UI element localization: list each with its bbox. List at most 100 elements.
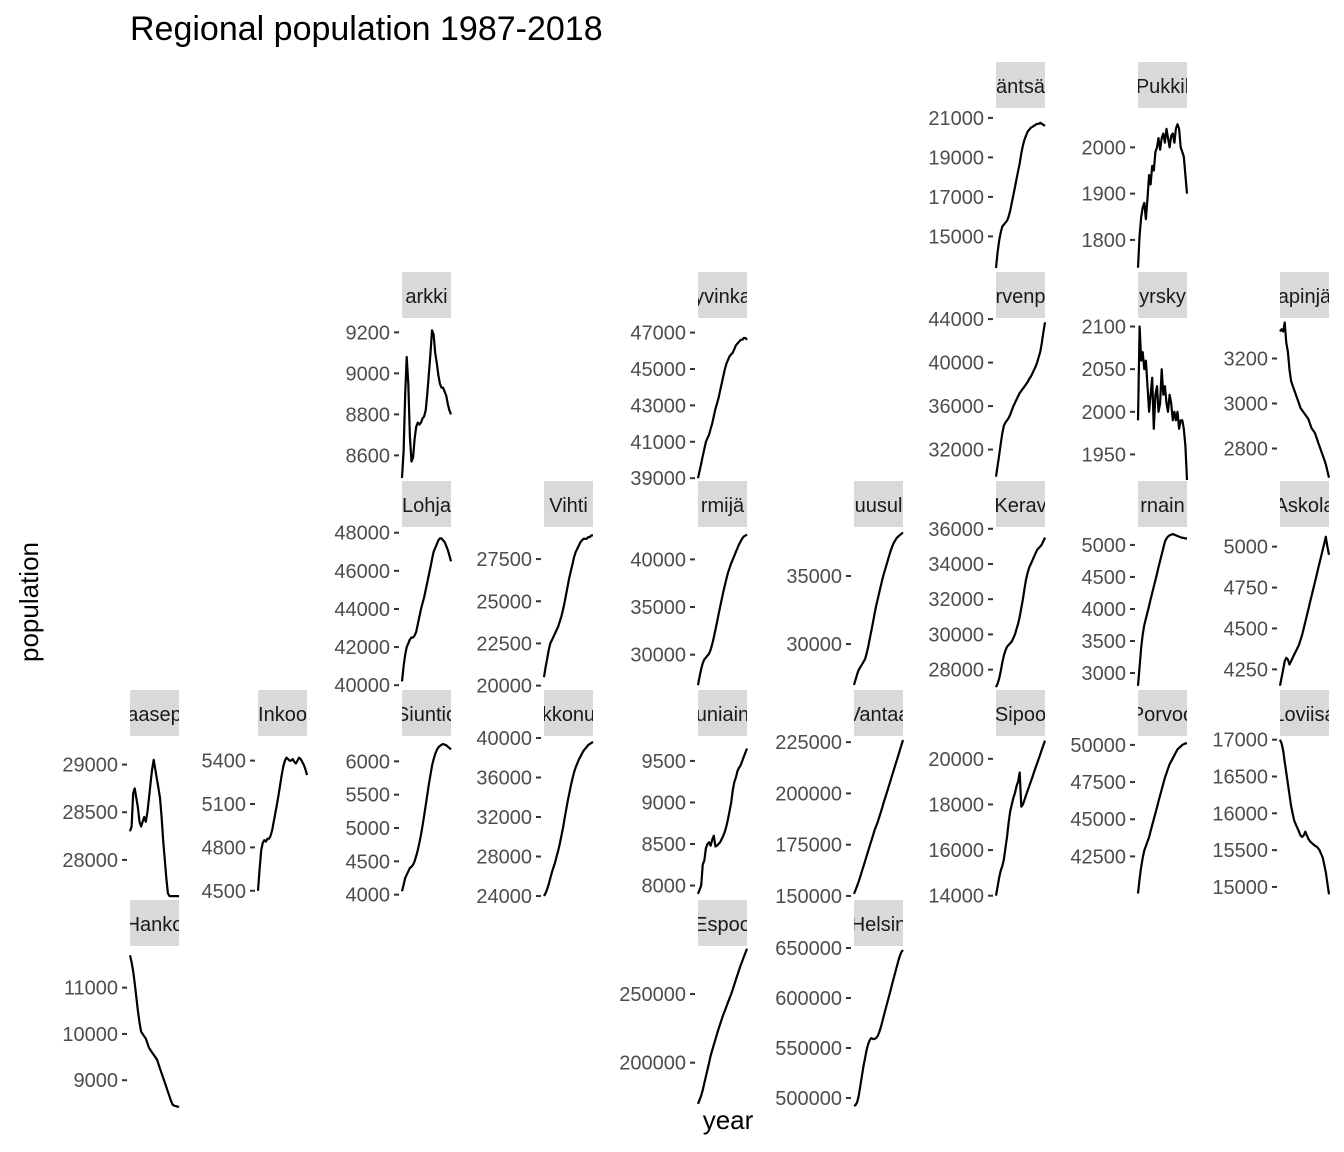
y-tick-label: 20000	[928, 749, 984, 771]
facet-porvoo: Porvoo 42500 45000 47500 50000	[1070, 690, 1187, 894]
facet-sipoo: Sipoo 14000 16000 18000 20000	[928, 690, 1047, 908]
facet-strip-label: rmijä	[701, 495, 745, 517]
facet-strip-label: Espoo	[694, 914, 751, 936]
y-tick-label: 43000	[630, 395, 686, 417]
y-tick-label: 34000	[928, 554, 984, 576]
y-tick-label: 8500	[642, 834, 687, 856]
y-tick-label: 15500	[1212, 840, 1268, 862]
y-tick-label: 600000	[775, 988, 842, 1010]
facet-strip	[1138, 272, 1187, 318]
y-tick-label: 50000	[1070, 735, 1126, 757]
facet-strip	[1138, 690, 1187, 736]
population-line	[1278, 739, 1331, 895]
y-tick-label: 2100	[1082, 317, 1127, 339]
y-tick-label: 16000	[1212, 803, 1268, 825]
facet-strip	[996, 690, 1045, 736]
population-line	[543, 740, 594, 897]
y-tick-label: 650000	[775, 938, 842, 960]
population-line	[1136, 123, 1189, 268]
facet-lapinjarvi: apinjä 2800 3000 3200	[1224, 272, 1331, 479]
y-tick-label: 4750	[1224, 578, 1269, 600]
y-tick-label: 44000	[928, 309, 984, 331]
x-axis-title: year	[703, 1105, 754, 1135]
y-tick-label: 4800	[202, 837, 247, 859]
facet-strip-label: Helsin	[851, 914, 907, 936]
y-tick-label: 8800	[346, 404, 391, 426]
facet-siuntio: Siuntio 4000 4500 5000 5500 6000	[346, 690, 457, 907]
y-tick-label: 32000	[928, 440, 984, 462]
facet-strip-label: uniain	[696, 704, 749, 726]
y-tick-label: 16500	[1212, 767, 1268, 789]
facet-strip-label: kkonu	[542, 704, 595, 726]
y-tick-label: 9500	[642, 751, 687, 773]
y-tick-label: 17000	[928, 187, 984, 209]
facet-strip-label: Lohja	[402, 495, 452, 517]
y-tick-label: 4500	[202, 881, 247, 903]
facet-askola: Askola 4250 4500 4750 5000	[1224, 481, 1335, 686]
y-tick-label: 4000	[1082, 599, 1127, 621]
y-tick-label: 4500	[1082, 567, 1127, 589]
facet-karkkila: arkki 8600 8800 9000 9200	[346, 272, 453, 478]
y-tick-label: 3000	[1082, 663, 1127, 685]
facet-nurmijarvi: rmijä 30000 35000 40000	[630, 481, 748, 686]
y-tick-label: 32000	[476, 807, 532, 829]
facet-strip-label: Inkoo	[258, 704, 307, 726]
y-tick-label: 15000	[928, 226, 984, 248]
y-tick-label: 9000	[74, 1070, 119, 1092]
y-tick-label: 250000	[619, 984, 686, 1006]
y-tick-label: 4000	[346, 885, 391, 907]
facet-strip	[1280, 272, 1329, 318]
y-tick-label: 47000	[630, 323, 686, 345]
y-tick-label: 28500	[62, 802, 118, 824]
y-tick-label: 5500	[346, 785, 391, 807]
y-tick-label: 2000	[1082, 402, 1127, 424]
y-tick-label: 4250	[1224, 659, 1269, 681]
population-line	[1136, 325, 1189, 481]
y-tick-label: 35000	[786, 566, 842, 588]
facet-strip-label: arkki	[405, 286, 447, 308]
population-line	[994, 740, 1047, 896]
y-tick-label: 9200	[346, 322, 391, 344]
facet-kauniainen: uniain 8000 8500 9000 9500	[642, 690, 749, 898]
y-tick-label: 5000	[346, 818, 391, 840]
y-tick-label: 29000	[62, 755, 118, 777]
chart-title: Regional population 1987-2018	[130, 10, 603, 48]
population-line	[256, 756, 309, 891]
y-tick-label: 225000	[775, 732, 842, 754]
y-tick-label: 1800	[1082, 230, 1127, 252]
facet-strip	[258, 690, 307, 736]
population-line	[400, 329, 453, 478]
y-tick-label: 27500	[476, 549, 532, 571]
facet-loviisa: Loviisa 15000 15500 16000 16500 17000	[1212, 690, 1331, 899]
facet-strip-label: Siuntio	[396, 704, 457, 726]
y-tick-label: 4500	[1224, 618, 1269, 640]
facet-strip	[1280, 481, 1329, 527]
y-tick-label: 3500	[1082, 631, 1127, 653]
facet-inkoo: Inkoo 4500 4800 5100 5400	[202, 690, 309, 903]
y-tick-label: 24000	[476, 886, 532, 908]
facet-strip	[402, 690, 451, 736]
population-line	[1279, 321, 1331, 479]
facet-strip-label: Askola	[1274, 495, 1335, 517]
y-tick-label: 28000	[928, 660, 984, 682]
y-tick-label: 14000	[928, 886, 984, 908]
facet-strip	[1138, 481, 1187, 527]
y-tick-label: 40000	[334, 675, 390, 697]
y-tick-label: 175000	[775, 835, 842, 857]
y-tick-label: 42500	[1070, 846, 1126, 868]
population-line	[128, 758, 179, 898]
y-tick-label: 40000	[476, 728, 532, 750]
y-tick-label: 5000	[1224, 537, 1269, 559]
facet-strip	[698, 690, 747, 736]
facet-strip	[130, 900, 179, 946]
y-tick-label: 36000	[476, 767, 532, 789]
y-tick-label: 3200	[1224, 349, 1269, 371]
facet-strip	[1138, 62, 1187, 108]
y-tick-label: 16000	[928, 840, 984, 862]
y-tick-label: 45000	[630, 359, 686, 381]
facet-strip	[544, 690, 593, 736]
y-tick-label: 8000	[642, 876, 687, 898]
y-tick-label: 48000	[334, 523, 390, 545]
facet-kirkkonummi: kkonu 24000 28000 32000 36000 40000	[476, 690, 595, 908]
y-tick-label: 40000	[928, 353, 984, 375]
